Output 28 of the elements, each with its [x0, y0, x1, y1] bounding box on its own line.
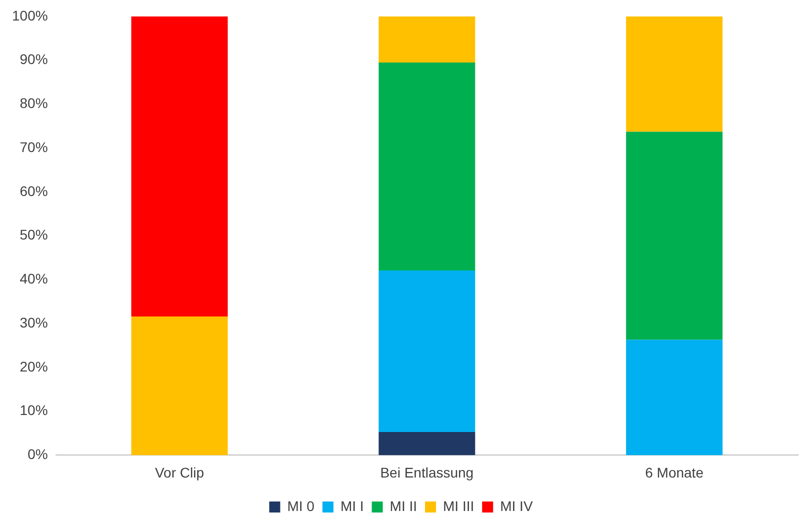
x-tick-label: Vor Clip [154, 464, 204, 480]
bar [378, 432, 476, 456]
bar [131, 16, 228, 317]
bar [626, 340, 723, 456]
bar [378, 270, 476, 432]
legend-label: MI IV [500, 498, 534, 514]
y-tick-label: 20% [20, 358, 48, 374]
y-tick-label: 50% [20, 226, 48, 243]
y-tick-label: 10% [20, 402, 48, 418]
y-tick-label: 90% [20, 51, 48, 68]
y-tick-label: 30% [20, 314, 48, 330]
legend-label: MI I [340, 498, 364, 514]
y-tick-label: 40% [20, 270, 48, 287]
y-tick-label: 70% [20, 138, 48, 155]
bar [378, 62, 476, 270]
legend-label: MI II [390, 498, 418, 514]
legend-label: MI III [443, 498, 474, 514]
bar [626, 132, 723, 340]
bar [131, 316, 228, 456]
y-tick-label: 100% [12, 7, 48, 24]
y-tick-label: 80% [20, 95, 48, 112]
x-tick-label: Bei Entlassung [380, 464, 474, 480]
y-tick-label: 60% [20, 182, 48, 199]
legend-label: MI 0 [287, 498, 315, 514]
bar [626, 16, 723, 132]
bar [378, 16, 476, 62]
x-tick-label: 6 Monate [645, 464, 704, 480]
y-tick-label: 0% [28, 446, 48, 462]
